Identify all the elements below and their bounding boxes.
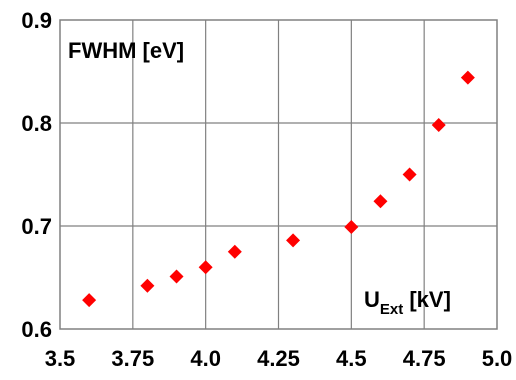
x-tick-label: 4.0	[190, 346, 221, 371]
y-tick-label: 0.6	[21, 317, 52, 342]
x-tick-label: 5.0	[482, 346, 513, 371]
y-tick-label: 0.9	[21, 8, 52, 33]
data-point	[82, 293, 97, 308]
data-points	[82, 70, 475, 308]
y-tick-labels: 0.6 0.7 0.8 0.9	[21, 8, 52, 342]
data-point	[169, 269, 184, 284]
data-point	[227, 244, 242, 259]
horizontal-gridlines	[60, 122, 497, 227]
x-tick-label: 3.5	[45, 346, 76, 371]
data-point	[460, 70, 475, 85]
y-tick-label: 0.8	[21, 111, 52, 136]
data-point	[198, 260, 213, 275]
data-point	[373, 194, 388, 209]
vertical-gridlines	[132, 20, 425, 329]
x-tick-label: 3.75	[111, 346, 154, 371]
y-axis-title: FWHM [eV]	[68, 38, 184, 63]
plot-frame	[59, 19, 498, 330]
x-axis-title-unit: [kV]	[403, 287, 451, 312]
data-point	[402, 167, 417, 182]
x-axis-title-main: U	[364, 287, 380, 312]
x-axis-title: UExt [kV]	[364, 287, 451, 318]
y-tick-label: 0.7	[21, 214, 52, 239]
x-tick-label: 4.5	[336, 346, 367, 371]
x-tick-labels: 3.5 3.75 4.0 4.25 4.5 4.75 5.0	[45, 346, 513, 371]
data-point	[140, 278, 155, 293]
data-point	[286, 233, 301, 248]
x-tick-label: 4.25	[257, 346, 300, 371]
x-axis-title-subscript: Ext	[380, 301, 403, 318]
data-point	[344, 220, 359, 235]
x-tick-label: 4.75	[403, 346, 446, 371]
data-point	[431, 118, 446, 133]
